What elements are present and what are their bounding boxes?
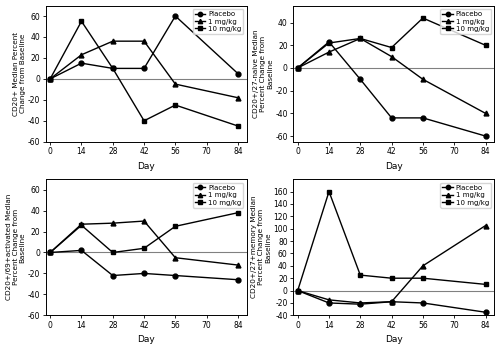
Placebo — [358, 302, 364, 306]
Placebo — [326, 40, 332, 44]
Placebo — [388, 300, 394, 304]
Placebo — [235, 278, 241, 282]
1 mg/kg — [78, 222, 84, 226]
Placebo — [482, 310, 488, 314]
10 mg/kg — [141, 246, 147, 250]
10 mg/kg — [420, 276, 426, 280]
Placebo — [235, 71, 241, 76]
1 mg/kg — [358, 301, 364, 305]
Placebo — [294, 66, 300, 70]
Line: Placebo: Placebo — [296, 40, 488, 139]
Y-axis label: CD20+ Median Percent
Change from Baseline: CD20+ Median Percent Change from Baselin… — [12, 32, 26, 116]
1 mg/kg — [141, 39, 147, 43]
Placebo — [141, 66, 147, 70]
1 mg/kg — [47, 250, 53, 254]
Line: 1 mg/kg: 1 mg/kg — [296, 36, 488, 116]
1 mg/kg — [235, 263, 241, 267]
10 mg/kg — [172, 103, 178, 107]
10 mg/kg — [326, 41, 332, 45]
Line: 1 mg/kg: 1 mg/kg — [48, 39, 240, 100]
Line: Placebo: Placebo — [48, 14, 240, 81]
10 mg/kg — [358, 273, 364, 277]
1 mg/kg — [294, 288, 300, 293]
Line: Placebo: Placebo — [48, 248, 240, 282]
Line: 10 mg/kg: 10 mg/kg — [296, 16, 488, 70]
Legend: Placebo, 1 mg/kg, 10 mg/kg: Placebo, 1 mg/kg, 10 mg/kg — [440, 9, 491, 34]
X-axis label: Day: Day — [385, 162, 402, 171]
10 mg/kg — [110, 250, 116, 254]
10 mg/kg — [420, 16, 426, 20]
1 mg/kg — [294, 66, 300, 70]
Placebo — [420, 301, 426, 305]
1 mg/kg — [326, 298, 332, 302]
X-axis label: Day: Day — [138, 162, 155, 171]
Legend: Placebo, 1 mg/kg, 10 mg/kg: Placebo, 1 mg/kg, 10 mg/kg — [193, 183, 244, 208]
1 mg/kg — [110, 221, 116, 225]
10 mg/kg — [294, 66, 300, 70]
Placebo — [172, 14, 178, 18]
1 mg/kg — [482, 224, 488, 228]
Placebo — [172, 273, 178, 278]
Line: Placebo: Placebo — [296, 288, 488, 315]
Placebo — [388, 116, 394, 120]
10 mg/kg — [482, 282, 488, 287]
Placebo — [78, 61, 84, 65]
Line: 10 mg/kg: 10 mg/kg — [48, 210, 240, 255]
Line: 1 mg/kg: 1 mg/kg — [48, 219, 240, 267]
1 mg/kg — [420, 77, 426, 82]
1 mg/kg — [482, 111, 488, 116]
Placebo — [47, 250, 53, 254]
10 mg/kg — [141, 119, 147, 123]
X-axis label: Day: Day — [385, 335, 402, 344]
1 mg/kg — [388, 55, 394, 59]
Placebo — [420, 116, 426, 120]
1 mg/kg — [388, 300, 394, 304]
Placebo — [47, 77, 53, 81]
1 mg/kg — [141, 219, 147, 223]
Legend: Placebo, 1 mg/kg, 10 mg/kg: Placebo, 1 mg/kg, 10 mg/kg — [193, 9, 244, 34]
1 mg/kg — [420, 264, 426, 268]
1 mg/kg — [172, 82, 178, 86]
Line: 1 mg/kg: 1 mg/kg — [296, 223, 488, 306]
Placebo — [294, 288, 300, 293]
1 mg/kg — [110, 39, 116, 43]
Placebo — [482, 134, 488, 138]
10 mg/kg — [388, 46, 394, 50]
Placebo — [326, 301, 332, 305]
10 mg/kg — [326, 189, 332, 194]
1 mg/kg — [172, 256, 178, 260]
10 mg/kg — [47, 77, 53, 81]
1 mg/kg — [326, 50, 332, 54]
Placebo — [110, 273, 116, 278]
Placebo — [141, 271, 147, 275]
Placebo — [358, 77, 364, 82]
Legend: Placebo, 1 mg/kg, 10 mg/kg: Placebo, 1 mg/kg, 10 mg/kg — [440, 183, 491, 208]
Y-axis label: CD20+/27-naive Median
Percent Change from
Baseline: CD20+/27-naive Median Percent Change fro… — [253, 29, 273, 118]
10 mg/kg — [110, 66, 116, 70]
10 mg/kg — [235, 124, 241, 128]
Line: 10 mg/kg: 10 mg/kg — [48, 19, 240, 128]
10 mg/kg — [47, 250, 53, 254]
1 mg/kg — [78, 53, 84, 57]
10 mg/kg — [358, 36, 364, 41]
X-axis label: Day: Day — [138, 335, 155, 344]
10 mg/kg — [235, 211, 241, 215]
1 mg/kg — [358, 36, 364, 41]
1 mg/kg — [235, 96, 241, 100]
10 mg/kg — [294, 288, 300, 293]
10 mg/kg — [78, 19, 84, 23]
10 mg/kg — [388, 276, 394, 280]
1 mg/kg — [47, 77, 53, 81]
Placebo — [110, 66, 116, 70]
Y-axis label: CD20+/27+memory Median
Percent Change from
Baseline: CD20+/27+memory Median Percent Change fr… — [251, 196, 271, 299]
Y-axis label: CD20+/69+activated Median
Percent Change from
Baseline: CD20+/69+activated Median Percent Change… — [6, 194, 25, 300]
Placebo — [78, 248, 84, 252]
10 mg/kg — [172, 224, 178, 229]
10 mg/kg — [78, 223, 84, 228]
10 mg/kg — [482, 43, 488, 47]
Line: 10 mg/kg: 10 mg/kg — [296, 189, 488, 293]
